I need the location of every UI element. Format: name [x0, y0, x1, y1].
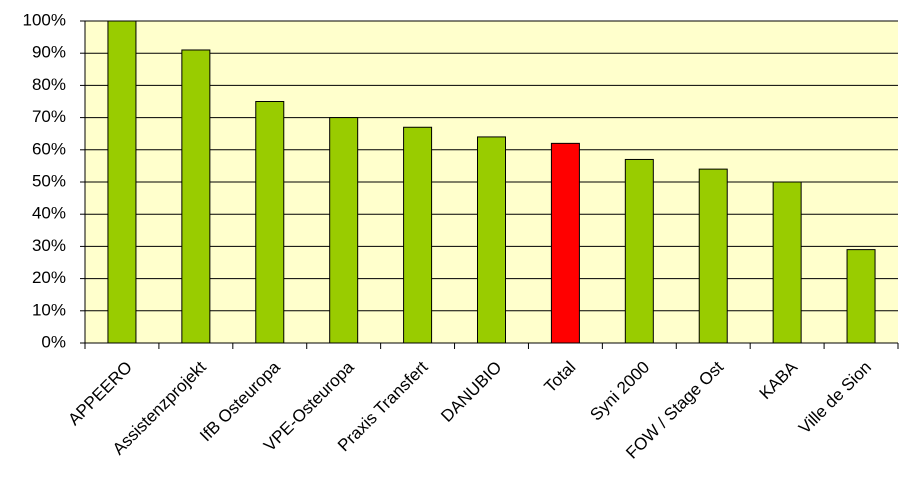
y-tick-label: 10%: [32, 300, 66, 319]
x-tick-label: APPEERO: [64, 358, 136, 430]
x-tick-label: Syni 2000: [586, 358, 653, 425]
bar: [624, 158, 654, 344]
bar: [107, 20, 137, 344]
y-tick-label: 20%: [32, 268, 66, 287]
y-tick-label: 100%: [23, 10, 66, 29]
bar: [550, 142, 580, 344]
x-tick-label: DANUBIO: [437, 358, 505, 426]
y-tick-label: 90%: [32, 43, 66, 62]
bar: [772, 181, 802, 344]
bar: [181, 49, 211, 344]
y-tick-label: 50%: [32, 171, 66, 190]
y-tick-label: 30%: [32, 236, 66, 255]
y-tick-label: 70%: [32, 107, 66, 126]
bar: [698, 168, 728, 344]
y-tick-label: 40%: [32, 204, 66, 223]
bar: [255, 101, 285, 344]
bar: [403, 126, 433, 344]
y-tick-label: 60%: [32, 139, 66, 158]
x-tick-label: Ville de Sion: [795, 358, 875, 438]
x-tick-label: KABA: [756, 357, 802, 403]
x-tick-label: Total: [541, 358, 580, 397]
y-tick-label: 0%: [41, 332, 66, 351]
bar: [477, 136, 506, 344]
bar: [846, 249, 876, 344]
y-tick-label: 80%: [32, 75, 66, 94]
bar: [329, 117, 359, 344]
